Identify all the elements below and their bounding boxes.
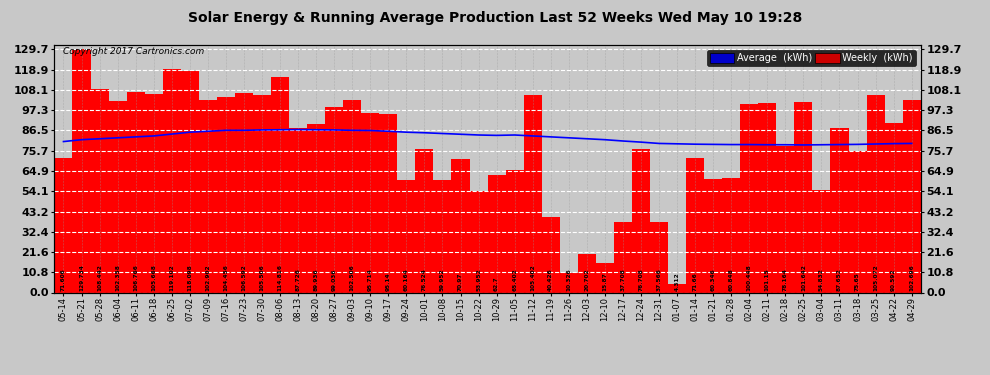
Text: 99.036: 99.036: [332, 268, 337, 291]
Text: 114.816: 114.816: [277, 264, 282, 291]
Text: 87.652: 87.652: [837, 268, 842, 291]
Text: 95.14: 95.14: [386, 272, 391, 291]
Bar: [559, 273, 578, 292]
Bar: [487, 175, 506, 292]
Text: 105.072: 105.072: [873, 264, 878, 291]
Bar: [722, 178, 741, 292]
Text: 40.426: 40.426: [548, 268, 553, 291]
Text: 90.592: 90.592: [891, 268, 896, 291]
Text: 62.7: 62.7: [494, 276, 499, 291]
Text: 118.098: 118.098: [187, 264, 192, 291]
Bar: [650, 222, 668, 292]
Text: 105.506: 105.506: [259, 264, 264, 291]
Bar: [199, 99, 217, 292]
Text: 76.708: 76.708: [639, 268, 644, 291]
Bar: [307, 124, 325, 292]
Bar: [451, 159, 469, 292]
Bar: [235, 93, 253, 292]
Bar: [253, 94, 271, 292]
Bar: [866, 96, 885, 292]
Text: 71.66: 71.66: [693, 272, 698, 291]
Text: 101.642: 101.642: [801, 264, 806, 291]
Text: 102.696: 102.696: [909, 264, 914, 291]
Bar: [596, 263, 614, 292]
Bar: [506, 170, 524, 292]
Bar: [325, 107, 344, 292]
Text: 87.726: 87.726: [296, 268, 301, 291]
Bar: [344, 100, 361, 292]
Text: 70.97: 70.97: [458, 272, 463, 291]
Bar: [379, 114, 397, 292]
Bar: [741, 104, 758, 292]
Bar: [686, 158, 704, 292]
Bar: [145, 94, 162, 292]
Text: 71.606: 71.606: [61, 268, 66, 291]
Bar: [217, 97, 235, 292]
Text: 106.592: 106.592: [242, 264, 247, 291]
Text: 60.346: 60.346: [711, 268, 716, 291]
Bar: [90, 89, 109, 292]
Text: 53.952: 53.952: [476, 268, 481, 291]
Bar: [271, 77, 289, 292]
Text: 10.326: 10.326: [566, 268, 571, 291]
Text: 106.766: 106.766: [134, 264, 139, 291]
Text: 54.832: 54.832: [819, 268, 824, 291]
Bar: [416, 149, 434, 292]
Text: 59.952: 59.952: [440, 268, 445, 291]
Text: 129.734: 129.734: [79, 264, 84, 291]
Bar: [72, 49, 90, 292]
Bar: [704, 179, 722, 292]
Text: 119.102: 119.102: [169, 264, 174, 291]
Bar: [542, 217, 559, 292]
Text: Copyright 2017 Cartronics.com: Copyright 2017 Cartronics.com: [63, 48, 204, 57]
Bar: [162, 69, 181, 292]
Bar: [668, 284, 686, 292]
Bar: [434, 180, 451, 292]
Bar: [361, 113, 379, 292]
Bar: [127, 92, 145, 292]
Text: 89.936: 89.936: [314, 268, 319, 291]
Text: 78.164: 78.164: [783, 268, 788, 291]
Text: 100.448: 100.448: [746, 264, 751, 291]
Bar: [632, 148, 650, 292]
Text: 37.708: 37.708: [621, 268, 626, 291]
Bar: [848, 151, 866, 292]
Bar: [885, 123, 903, 292]
Legend: Average  (kWh), Weekly  (kWh): Average (kWh), Weekly (kWh): [707, 50, 916, 66]
Text: 102.358: 102.358: [115, 264, 120, 291]
Bar: [578, 254, 596, 292]
Bar: [109, 100, 127, 292]
Text: 105.402: 105.402: [531, 264, 536, 291]
Bar: [614, 222, 632, 292]
Text: 95.714: 95.714: [367, 268, 373, 291]
Text: 105.668: 105.668: [151, 264, 156, 291]
Text: 76.524: 76.524: [422, 268, 427, 291]
Text: Solar Energy & Running Average Production Last 52 Weeks Wed May 10 19:28: Solar Energy & Running Average Productio…: [188, 11, 802, 25]
Bar: [903, 100, 921, 292]
Bar: [813, 190, 831, 292]
Text: 37.566: 37.566: [656, 268, 661, 291]
Bar: [831, 128, 848, 292]
Text: 60.848: 60.848: [729, 268, 734, 291]
Bar: [469, 191, 487, 292]
Text: 15.87: 15.87: [602, 272, 608, 291]
Text: 102.902: 102.902: [205, 264, 210, 291]
Text: 4.312: 4.312: [674, 272, 679, 291]
Bar: [289, 128, 307, 292]
Bar: [54, 158, 72, 292]
Text: 102.506: 102.506: [349, 264, 354, 291]
Bar: [181, 71, 199, 292]
Text: 60.164: 60.164: [404, 268, 409, 291]
Text: 75.65: 75.65: [855, 272, 860, 291]
Text: 108.442: 108.442: [97, 264, 102, 291]
Bar: [776, 146, 794, 292]
Text: 101.15: 101.15: [765, 268, 770, 291]
Bar: [397, 180, 416, 292]
Text: 20.702: 20.702: [584, 268, 589, 291]
Text: 65.402: 65.402: [512, 268, 517, 291]
Text: 104.456: 104.456: [224, 264, 229, 291]
Bar: [758, 103, 776, 292]
Bar: [524, 95, 542, 292]
Bar: [794, 102, 813, 292]
